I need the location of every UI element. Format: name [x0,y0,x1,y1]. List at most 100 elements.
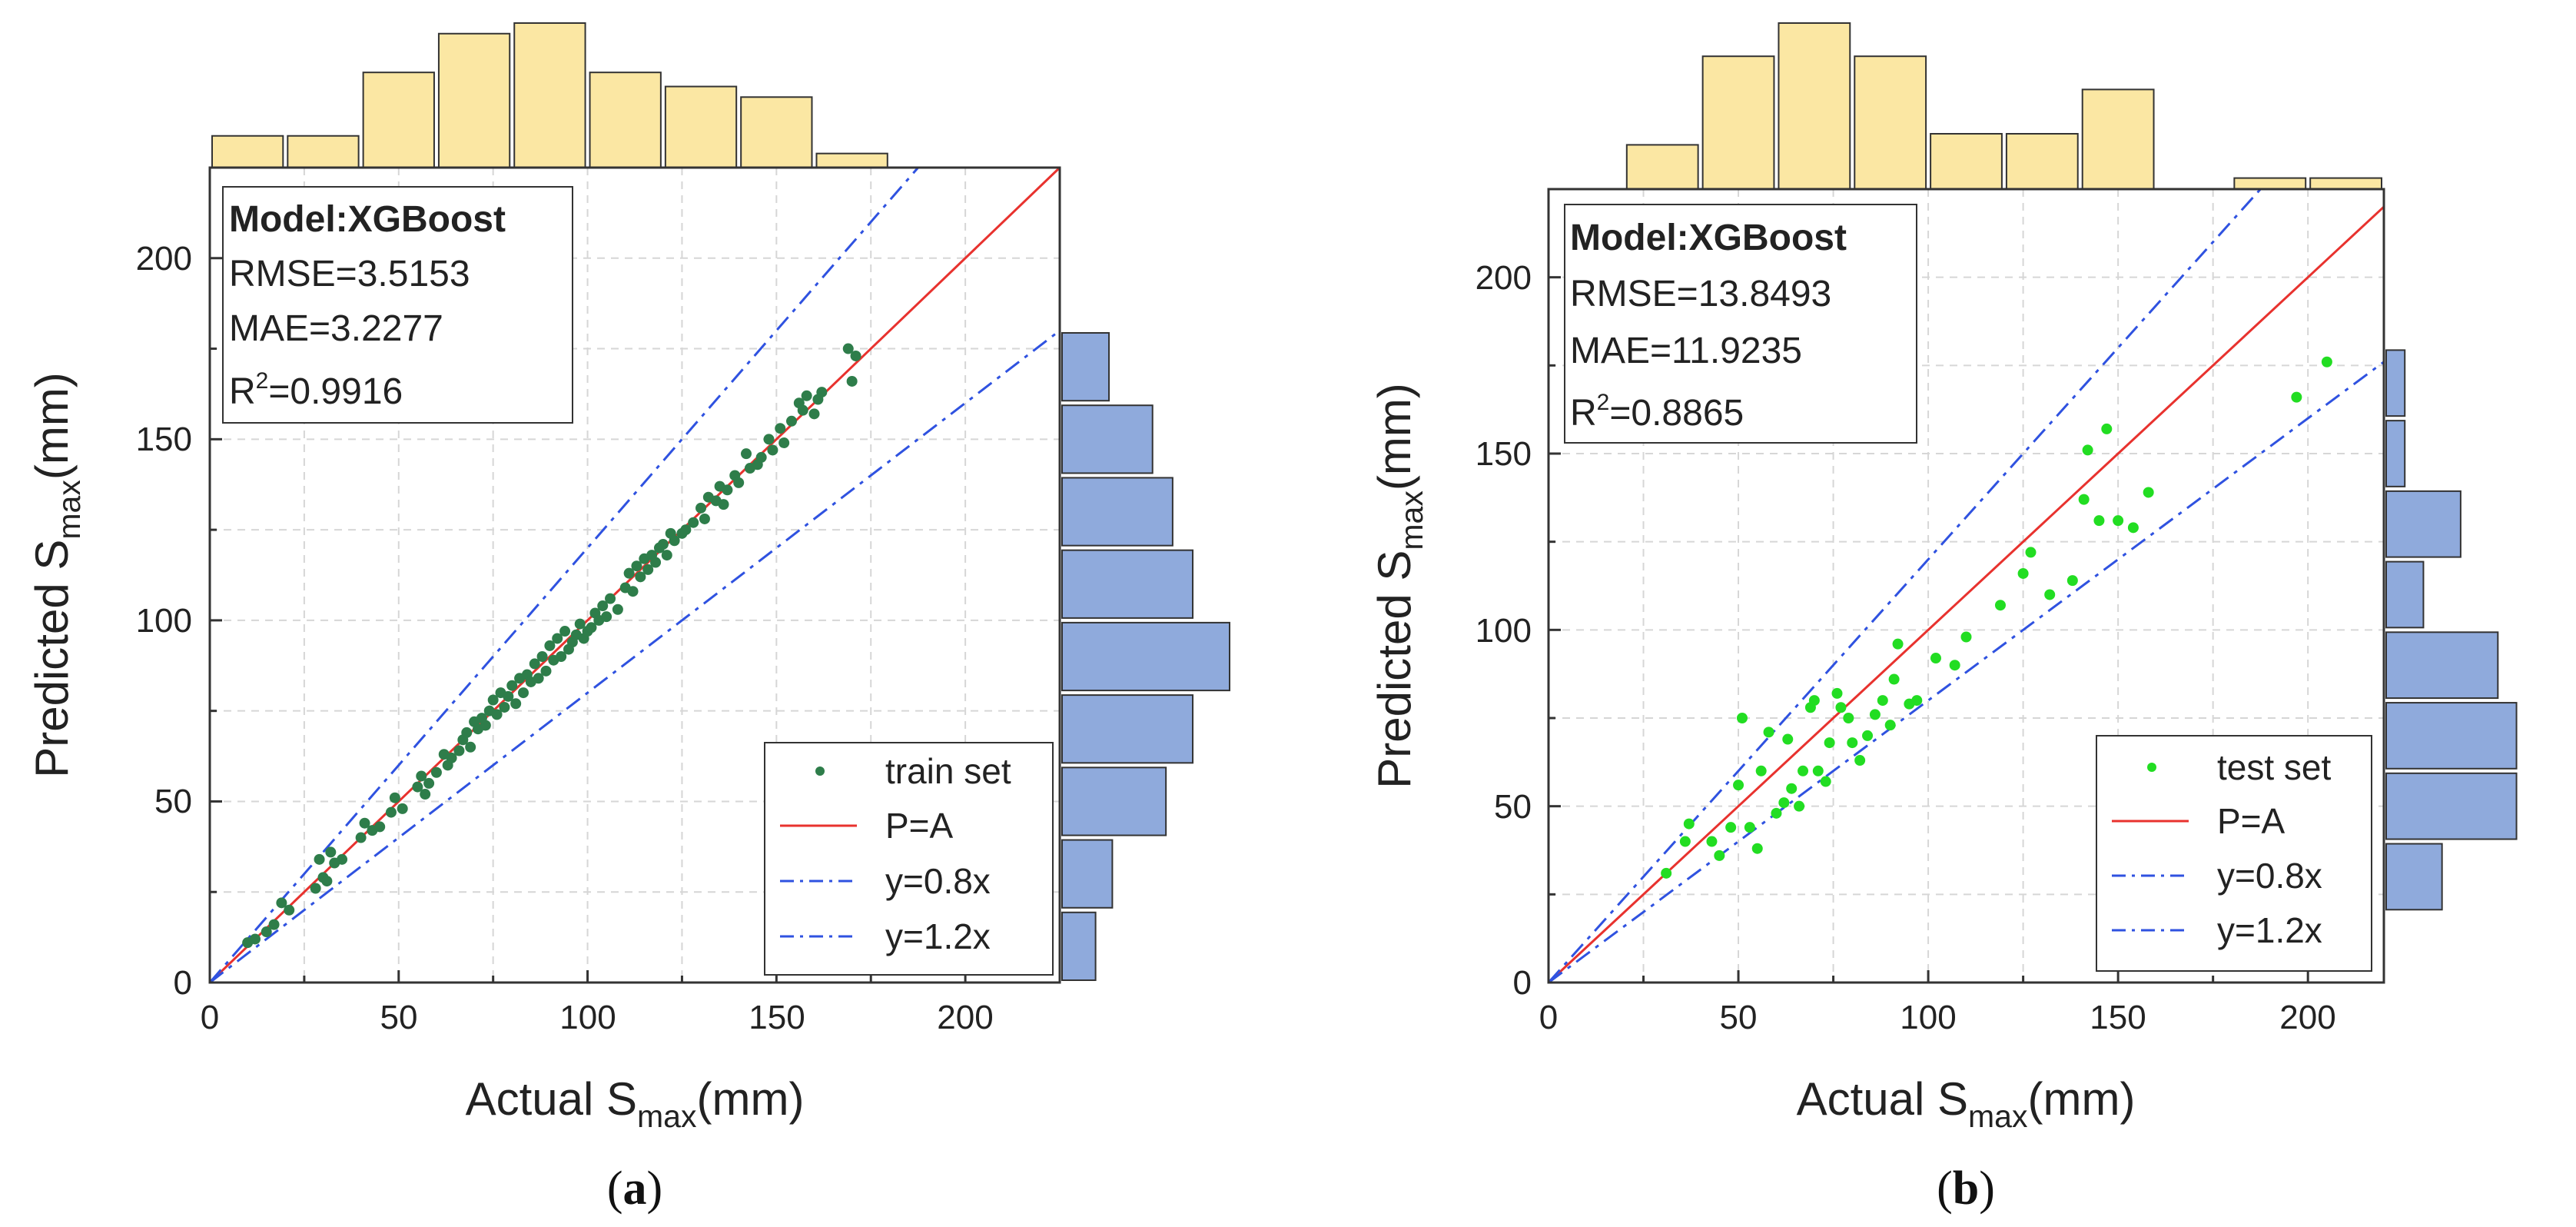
panel-b-y-tick-label: 150 [1476,435,1532,473]
scatter-point [1820,776,1831,787]
scatter-point [699,513,710,524]
scatter-point [480,720,491,731]
panel-a-y-axis-title: Predicted Smax(mm) [26,372,87,778]
histogram-bar [2233,177,2307,191]
scatter-point [517,687,529,699]
panel-a-y-title-main: Predicted S [26,540,78,778]
scatter-point [1763,727,1774,738]
scatter-point [688,517,699,528]
scatter-point [1798,765,1809,776]
histogram-bar [2385,631,2499,700]
scatter-point [846,375,858,387]
panel-b-y-axis-title: Predicted Smax(mm) [1369,383,1429,789]
panel-a-y-tick-label: 0 [174,964,192,1002]
scatter-point [785,415,797,427]
scatter-point [1888,673,1900,685]
panel-a-label-letter: a [623,1162,647,1215]
scatter-point [755,451,767,463]
reference-line-y-0-8x [209,329,1061,984]
panel-b-y-title-unit: (mm) [1369,383,1420,490]
scatter-point [268,919,280,930]
histogram-bar [2385,560,2425,629]
scatter-point [778,437,790,449]
histogram-bar [2385,843,2443,911]
scatter-point [249,933,261,945]
scatter-point [540,665,552,677]
scatter-point [355,832,367,843]
histogram-bar [589,71,662,168]
scatter-point [1877,695,1888,707]
scatter-point [1831,687,1843,699]
panel-a-x-tick-label: 150 [749,999,805,1036]
panel-a-legend-label: train set [885,751,1011,791]
scatter-point [850,350,861,361]
panel-b-y-title-sub: max [1394,490,1429,550]
scatter-point [1751,843,1763,854]
scatter-point [733,477,745,488]
histogram-bar [1061,911,1097,982]
scatter-point [2066,575,2078,587]
scatter-point [1771,807,1782,819]
scatter-point [1683,818,1695,830]
histogram-bar [362,71,435,168]
panel-b-legend-marker-points [2147,763,2156,772]
scatter-point [763,434,775,445]
scatter-point [741,448,752,460]
scatter-point [536,651,548,662]
scatter-point [446,752,457,763]
panel-b-x-axis-title: Actual Smax(mm) [1797,1073,2136,1134]
panel-b-legend-label: y=1.2x [2217,910,2322,950]
panel-b-legend-label: P=A [2217,801,2286,841]
scatter-point [657,538,669,550]
histogram-bar [1701,55,1775,190]
scatter-point [1706,836,1718,847]
panel-a-stat-rmse: RMSE=3.5153 [229,254,470,294]
scatter-point [2078,494,2090,505]
scatter-point [601,611,612,623]
histogram-bar [2385,702,2518,770]
scatter-point [605,593,616,604]
scatter-point [430,766,442,778]
scatter-point [1725,822,1737,833]
histogram-bar [1061,332,1110,402]
panel-b-r2-value: =0.8865 [1609,393,1744,434]
histogram-bar [1778,22,1851,190]
scatter-point [337,853,348,865]
scatter-point [1782,733,1794,745]
scatter-point [453,745,465,756]
scatter-point [627,586,639,597]
scatter-point [1884,720,1896,731]
panel-a-top-histogram [211,22,888,169]
scatter-point [2093,515,2105,527]
scatter-point [397,803,408,814]
scatter-point [2017,567,2029,579]
panel-b-stat-r2: R2=0.8865 [1570,390,1744,434]
panel-b-stats-box [1564,204,1917,444]
scatter-point [1786,783,1798,794]
scatter-point [412,781,423,793]
scatter-point [1892,638,1904,650]
panel-b-y-tick-label: 200 [1476,259,1532,297]
scatter-point [261,926,272,938]
panel-b-x-title-main: Actual S [1797,1073,1968,1125]
scatter-point [1843,713,1854,723]
scatter-point [1679,836,1691,847]
panel-a-stat-mae: MAE=3.2277 [229,308,443,349]
scatter-point [635,571,646,583]
panel-a-reference-lines [208,166,1061,984]
scatter-point [816,387,828,398]
panel-b-plot-frame [1547,188,2385,984]
panel-a-stats-box [222,186,573,424]
panel-b-label-open: ( [1937,1162,1953,1215]
scatter-point [359,817,370,829]
histogram-bar [2385,420,2406,487]
scatter-point [1794,800,1805,812]
scatter-point [1911,695,1923,707]
scatter-point [767,444,778,456]
scatter-point [801,390,812,401]
panel-b-label-close: ) [1979,1162,1995,1215]
histogram-bar [815,152,888,169]
scatter-point [1949,660,1960,671]
scatter-point [465,741,476,753]
scatter-point [491,709,503,720]
